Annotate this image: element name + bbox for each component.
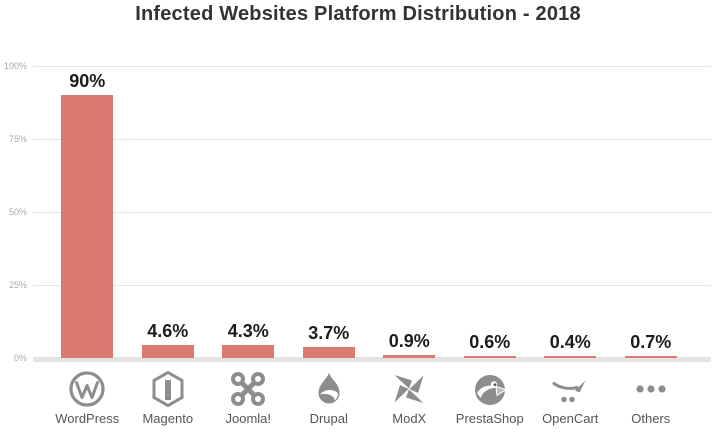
value-label: 0.7% [630,332,672,352]
y-tick-label: 25% [8,280,27,290]
bar-column: 0.6% [450,66,531,358]
value-label: 90% [69,71,106,92]
value-label: 0.6% [469,332,511,352]
bar-column: 4.3% [208,66,289,358]
bar [544,356,597,358]
value-label: 0.4% [549,332,591,352]
bar-column: 0.4% [530,66,611,358]
page-title: Infected Websites Platform Distribution … [135,3,581,25]
platform-cell: Joomla! [208,368,289,426]
platform-cell: WordPress [47,368,128,426]
bar [141,344,194,358]
joomla-icon [227,368,269,410]
y-tick-label: 50% [8,207,27,217]
gridline [33,212,711,213]
value-label: 3.7% [308,323,350,344]
category-label: Magento [142,411,194,426]
baseline [33,357,711,362]
gridline [33,285,711,286]
y-tick-label: 100% [3,61,27,71]
value-label: 4.3% [227,321,269,342]
category-label: WordPress [55,411,120,426]
y-tick-label: 75% [8,134,27,144]
bar-column: 0.9% [369,66,450,358]
category-label: ModX [392,411,427,426]
bar-column: 4.6% [128,66,209,358]
bar [463,356,516,358]
platform-cell: ModX [369,368,450,426]
value-label: 4.6% [147,320,189,341]
platform-cell: PrestaShop [450,368,531,426]
bar [222,345,275,358]
wordpress-icon [66,368,108,410]
category-label: OpenCart [542,411,599,426]
bar-column: 90% [47,66,128,358]
magento-icon [147,368,189,410]
category-label: Others [631,411,671,426]
platform-cell: OpenCart [530,368,611,426]
platform-icons-row: WordPress Magento Joomla! Drupal ModX PrestaS… [47,368,691,426]
others-icon [630,368,672,410]
platform-cell: Drupal [289,368,370,426]
bar [302,347,355,358]
prestashop-icon [469,368,511,410]
gridline [33,139,711,140]
platform-cell: Others [611,368,692,426]
category-label: PrestaShop [455,411,524,426]
platform-cell: Magento [128,368,209,426]
value-label: 0.9% [388,331,430,352]
bar [624,356,677,358]
bar [383,355,436,358]
plot-area: 100% 75% 50% 25% 0% 90% 4.6% 4.3% 3.7% 0.9% 0.6% 0.… [4,61,711,363]
modx-icon [388,368,430,410]
bar-column: 3.7% [289,66,370,358]
gridline [33,66,711,67]
bars-row: 90% 4.6% 4.3% 3.7% 0.9% 0.6% 0.4% 0.7% [47,66,691,358]
category-label: Joomla! [225,411,272,426]
drupal-icon [308,368,350,410]
bar-column: 0.7% [611,66,692,358]
opencart-icon [549,368,591,410]
bar [61,95,114,358]
category-label: Drupal [309,411,348,426]
y-tick-label: 0% [13,353,27,363]
